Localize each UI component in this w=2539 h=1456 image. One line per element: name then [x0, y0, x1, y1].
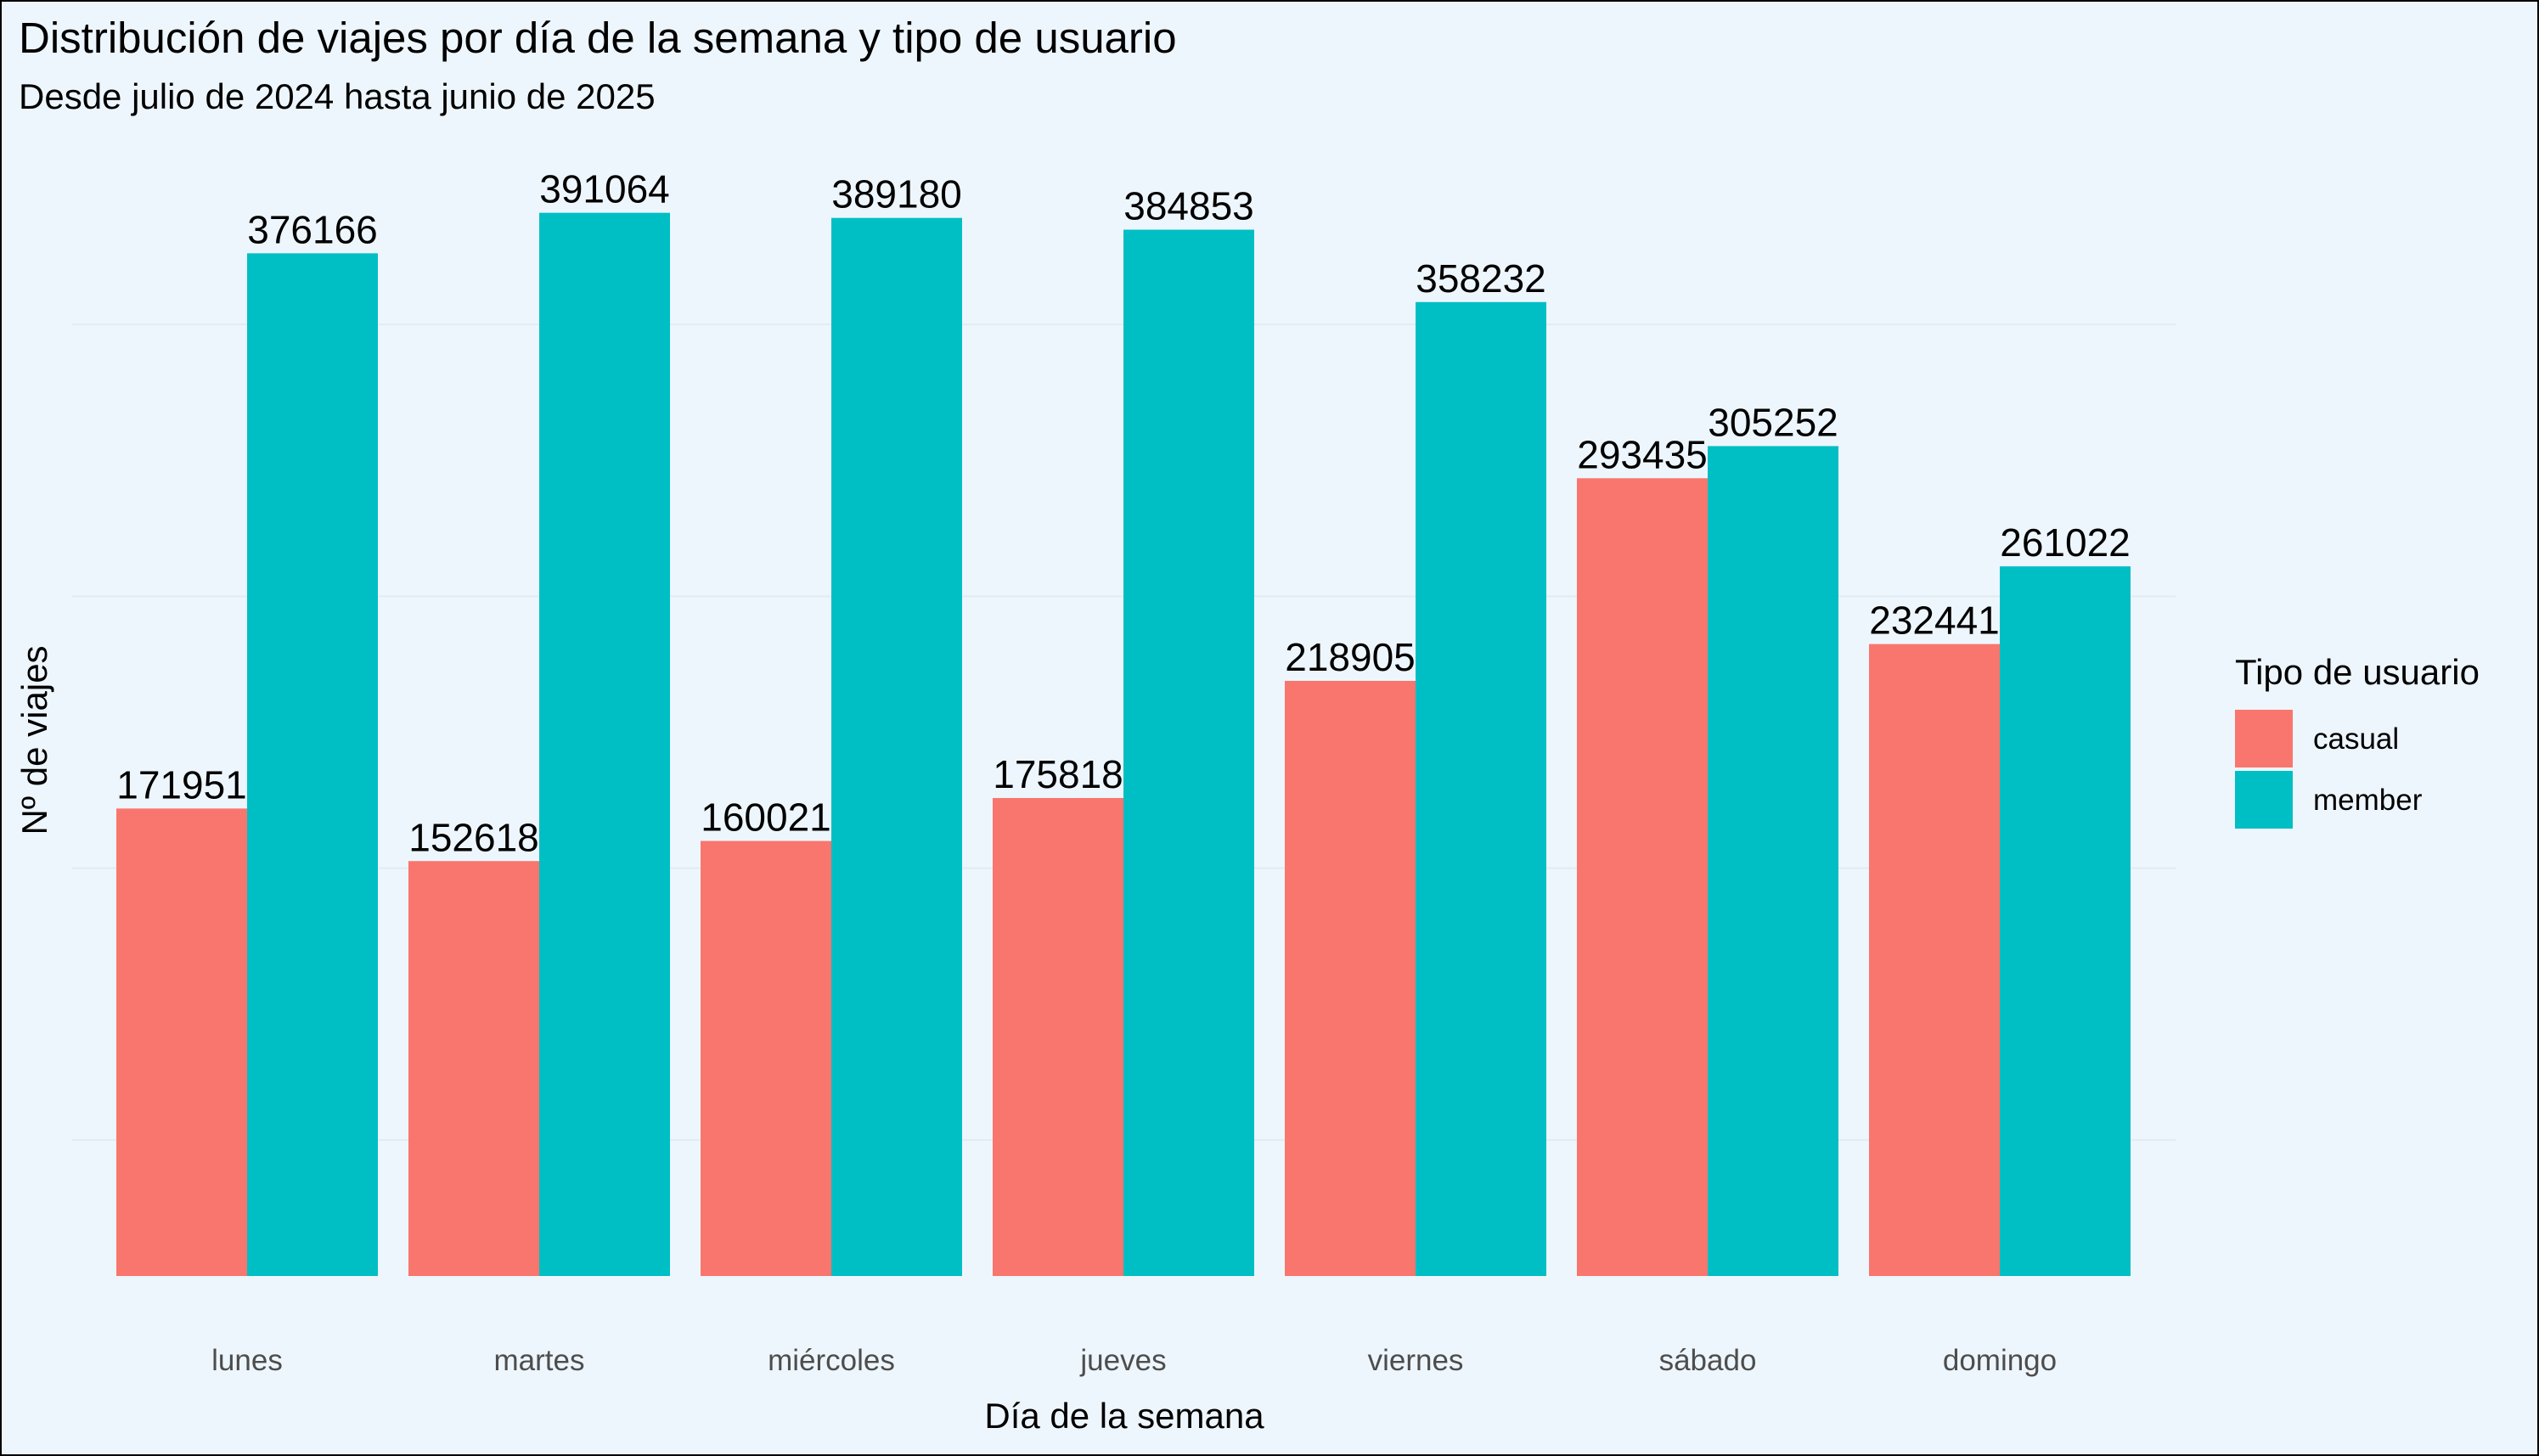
- bar-member-3: [1123, 229, 1254, 1276]
- bar-member-1: [539, 212, 670, 1277]
- data-label-casual-1: 152618: [408, 815, 539, 859]
- x-tick-label: sábado: [1659, 1344, 1757, 1377]
- x-axis-title: Día de la semana: [984, 1396, 1264, 1436]
- legend-label-casual: casual: [2313, 722, 2399, 756]
- bar-casual-3: [993, 797, 1123, 1276]
- x-tick-label: lunes: [211, 1344, 283, 1377]
- data-label-casual-0: 171951: [116, 762, 247, 807]
- bar-member-4: [1416, 301, 1546, 1276]
- data-label-member-0: 376166: [247, 207, 378, 251]
- x-tick-label: martes: [494, 1344, 585, 1377]
- data-label-member-6: 261022: [2000, 520, 2131, 565]
- data-label-casual-3: 175818: [993, 752, 1123, 796]
- y-axis-title: Nº de viajes: [14, 645, 54, 835]
- bar-member-2: [831, 217, 962, 1276]
- x-tick-label: viernes: [1368, 1344, 1464, 1377]
- chart-subtitle: Desde julio de 2024 hasta junio de 2025: [19, 76, 656, 116]
- bar-casual-6: [1869, 644, 2000, 1276]
- data-label-casual-2: 160021: [701, 795, 831, 840]
- x-axis-tick-labels: lunes martes miércoles jueves viernes sábado d…: [211, 1344, 2057, 1377]
- bar-casual-4: [1285, 680, 1416, 1276]
- bar-casual-5: [1577, 478, 1708, 1276]
- bar-member-5: [1708, 446, 1838, 1276]
- legend-label-member: member: [2313, 784, 2423, 817]
- bar-member-6: [2000, 566, 2131, 1276]
- data-label-member-4: 358232: [1416, 256, 1546, 301]
- bar-member-0: [247, 253, 378, 1276]
- legend-key-member: [2235, 771, 2293, 829]
- legend-items: casual member: [2235, 710, 2423, 829]
- data-label-casual-5: 293435: [1577, 432, 1708, 476]
- bar-casual-1: [408, 861, 539, 1276]
- data-label-member-5: 305252: [1708, 400, 1838, 444]
- data-label-casual-6: 232441: [1869, 599, 2000, 643]
- x-tick-label: domingo: [1943, 1344, 2057, 1377]
- bar-casual-0: [116, 808, 247, 1276]
- bar-casual-2: [701, 840, 831, 1276]
- chart-title: Distribución de viajes por día de la sem…: [19, 14, 1177, 62]
- data-label-member-3: 384853: [1123, 184, 1254, 228]
- data-label-member-2: 389180: [831, 172, 962, 216]
- legend-key-casual: [2235, 710, 2293, 767]
- data-labels: 171951 376166 152618 391064 160021 389180 1758…: [116, 167, 2131, 860]
- bars: [116, 212, 2131, 1277]
- data-label-casual-4: 218905: [1285, 635, 1416, 679]
- legend-title: Tipo de usuario: [2235, 652, 2480, 692]
- x-tick-label: miércoles: [768, 1344, 895, 1377]
- legend: Tipo de usuario casual member: [2235, 652, 2480, 829]
- x-tick-label: jueves: [1079, 1344, 1166, 1377]
- data-label-member-1: 391064: [539, 167, 670, 211]
